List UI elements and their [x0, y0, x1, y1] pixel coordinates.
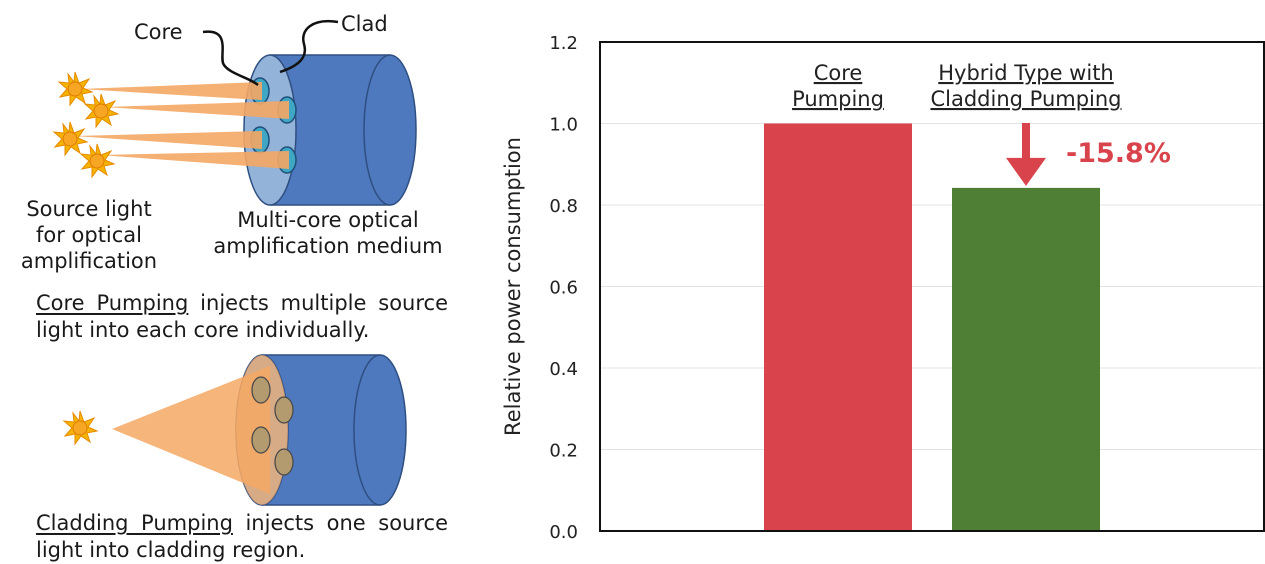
reduction-label: -15.8% [1066, 138, 1171, 169]
y-tick-label: 0.0 [549, 522, 578, 543]
core-pumping-description: Core Pumping injects multiple source lig… [36, 291, 448, 342]
multicore-medium-label: Multi-core optical amplification medium [213, 208, 443, 258]
bar-1 [764, 123, 912, 531]
core-pumping-term: Core Pumping [36, 291, 189, 315]
reduction-annotation: -15.8% [1006, 123, 1171, 186]
down-arrow-icon [1006, 157, 1046, 186]
bottom-cores [251, 376, 294, 476]
y-tick-label: 0.2 [549, 441, 578, 462]
pumping-diagram [53, 19, 417, 506]
y-tick-label: 0.8 [549, 196, 578, 217]
multicore-fiber-top [243, 54, 417, 206]
pump-beam-cladding [112, 366, 270, 494]
cladding-pumping-term: Cladding Pumping [36, 511, 233, 535]
gridlines [600, 41, 1264, 532]
y-axis-label: Relative power consumption [501, 137, 525, 436]
plot-frame [599, 41, 1265, 532]
clad-label: Clad [341, 12, 388, 36]
core-leader-line [202, 30, 259, 86]
category-label: Pumping [792, 87, 884, 111]
cladding-pumping-description: Cladding Pumping injects one source ligh… [36, 511, 448, 562]
category-label: Hybrid Type with [938, 61, 1114, 85]
y-tick-label: 0.4 [549, 359, 578, 380]
bars [764, 123, 1100, 531]
bar-2 [952, 187, 1100, 531]
pump-beams-core [74, 82, 289, 169]
core-label: Core [134, 20, 183, 44]
category-label: Cladding Pumping [930, 87, 1121, 111]
clad-leader-line [279, 19, 339, 74]
pump-source-icon-single [63, 410, 98, 445]
y-tick-labels: 0.0 0.2 0.4 0.6 0.8 1.0 1.2 [549, 33, 578, 543]
y-tick-label: 0.6 [549, 278, 578, 299]
source-light-label: Source light for optical amplification [20, 197, 158, 273]
y-tick-label: 1.0 [549, 115, 578, 136]
category-label: Core [814, 61, 863, 85]
y-tick-label: 1.2 [549, 33, 578, 54]
pump-source-icons [53, 71, 119, 178]
power-consumption-chart: 0.0 0.2 0.4 0.6 0.8 1.0 1.2 Relative power con… [501, 33, 1265, 543]
